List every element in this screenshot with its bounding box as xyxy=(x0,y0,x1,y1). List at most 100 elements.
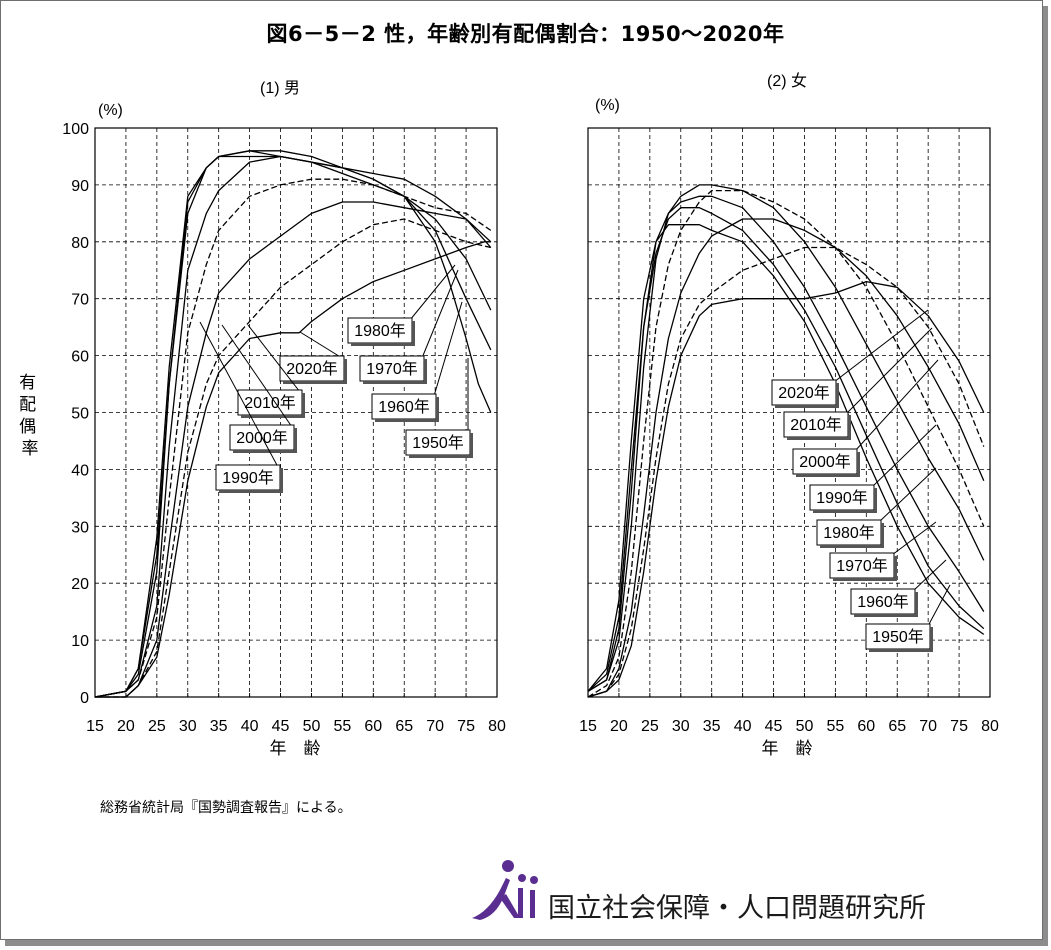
label-box xyxy=(347,317,413,344)
leader-line xyxy=(221,324,293,428)
y-axis-title: 有 配 偶 率 xyxy=(19,373,41,458)
y-tick-label: 60 xyxy=(71,349,89,366)
x-tick-label: 45 xyxy=(765,718,783,735)
series-line-2010年 xyxy=(95,218,491,698)
x-tick-label: 20 xyxy=(117,718,135,735)
series-label: 2020年 xyxy=(771,309,929,408)
label-box-shadow xyxy=(930,627,933,652)
x-tick-label: 75 xyxy=(950,718,968,735)
label-box-shadow xyxy=(241,415,305,418)
series-label: 1950年 xyxy=(405,358,473,458)
x-tick-label: 80 xyxy=(488,718,506,735)
y-tick-label: 0 xyxy=(80,690,89,707)
organization-logo: 国立社会保障・人口問題研究所 xyxy=(470,858,950,924)
label-box-shadow xyxy=(796,474,860,477)
label-box-shadow xyxy=(854,614,918,617)
label-box-shadow xyxy=(881,523,884,548)
x-tick-label: 35 xyxy=(210,718,228,735)
leader-line xyxy=(854,359,939,452)
left-x-axis-title: 年 齢 xyxy=(270,739,321,758)
label-box xyxy=(279,355,345,382)
label-box-shadow xyxy=(412,321,415,346)
x-tick-label: 40 xyxy=(241,718,259,735)
series-line-2000年 xyxy=(587,218,985,698)
label-box-shadow xyxy=(351,343,415,346)
source-note: 総務省統計局『国勢調査報告』による。 xyxy=(100,800,352,816)
label-box-shadow xyxy=(219,490,283,493)
series-label: 1970年 xyxy=(359,269,459,384)
series-label: 1970年 xyxy=(829,521,937,581)
label-box-shadow xyxy=(424,359,427,384)
label-box-shadow xyxy=(869,649,933,652)
series-label: 1960年 xyxy=(371,301,463,422)
series-label: 2000年 xyxy=(221,324,297,453)
series-line-1970年 xyxy=(587,195,985,692)
leader-line xyxy=(833,309,929,383)
label-box-shadow xyxy=(813,510,877,513)
right-unit-label: (%) xyxy=(595,97,620,114)
x-tick-label: 25 xyxy=(641,718,659,735)
x-tick-label: 15 xyxy=(579,718,597,735)
right-chart-plot: 15 20 25 30 35 40 45 50 55 60 65 70 75 80 2020年 2010年 20… xyxy=(579,127,999,735)
leader-line xyxy=(891,521,937,556)
leader-line xyxy=(433,301,463,397)
y-tick-label: 40 xyxy=(71,462,89,479)
series-label-text: 1990年 xyxy=(222,469,274,487)
right-x-axis-title: 年 齢 xyxy=(762,739,813,758)
x-tick-label: 55 xyxy=(826,718,844,735)
series-label-text: 1960年 xyxy=(857,593,909,611)
series-label-text: 1980年 xyxy=(354,322,406,340)
x-tick-label: 70 xyxy=(919,718,937,735)
x-tick-label: 60 xyxy=(364,718,382,735)
x-tick-label: 55 xyxy=(333,718,351,735)
series-line-2020年 xyxy=(95,241,491,698)
x-tick-label: 65 xyxy=(395,718,413,735)
series-line-1990年 xyxy=(587,189,985,698)
series-label: 1980年 xyxy=(347,264,456,346)
y-tick-label: 90 xyxy=(71,178,89,195)
series-line-2010年 xyxy=(587,246,985,698)
series-line-1990年 xyxy=(94,178,492,698)
label-box-shadow xyxy=(787,437,851,440)
series-label-text: 1960年 xyxy=(378,398,430,416)
left-panel-title: (1) 男 xyxy=(260,80,300,97)
x-tick-label: 75 xyxy=(457,718,475,735)
label-box-shadow xyxy=(294,428,297,453)
series-label-text: 2010年 xyxy=(790,416,842,434)
leader-line xyxy=(912,559,947,592)
leader-line xyxy=(878,467,937,523)
series-line-1950年 xyxy=(587,224,985,692)
ipss-logo-mark xyxy=(472,860,538,920)
series-label-text: 1950年 xyxy=(872,628,924,646)
right-panel-title: (2) 女 xyxy=(767,71,807,90)
label-box xyxy=(865,623,931,650)
y-tick-label: 20 xyxy=(71,576,89,593)
series-label-text: 2020年 xyxy=(286,360,338,378)
series-label: 2000年 xyxy=(792,359,939,477)
label-box-shadow xyxy=(833,578,897,581)
series-label: 1990年 xyxy=(199,321,283,493)
x-tick-label: 35 xyxy=(703,718,721,735)
x-tick-label: 40 xyxy=(734,718,752,735)
label-box-shadow xyxy=(894,556,897,581)
series-label-text: 1950年 xyxy=(412,434,464,452)
leader-line xyxy=(199,321,279,468)
label-box-shadow xyxy=(283,381,347,384)
series-line-1970年 xyxy=(94,150,492,698)
label-box xyxy=(405,429,471,456)
x-tick-label: 25 xyxy=(148,718,166,735)
series-label-text: 1990年 xyxy=(816,489,868,507)
left-chart-plot: 15 20 25 30 35 40 45 50 55 60 65 70 75 80 0 10 20 30 40 50 6… xyxy=(62,121,506,735)
y-tick-label: 10 xyxy=(71,633,89,650)
label-box-shadow xyxy=(775,405,839,408)
label-box-shadow xyxy=(470,433,473,458)
leader-line xyxy=(871,424,937,488)
label-box-shadow xyxy=(848,415,851,440)
label-box-shadow xyxy=(820,545,884,548)
x-tick-label: 70 xyxy=(426,718,444,735)
label-box xyxy=(783,411,849,438)
x-tick-label: 20 xyxy=(610,718,628,735)
y-tick-label: 70 xyxy=(71,292,89,309)
label-box-shadow xyxy=(344,359,347,384)
